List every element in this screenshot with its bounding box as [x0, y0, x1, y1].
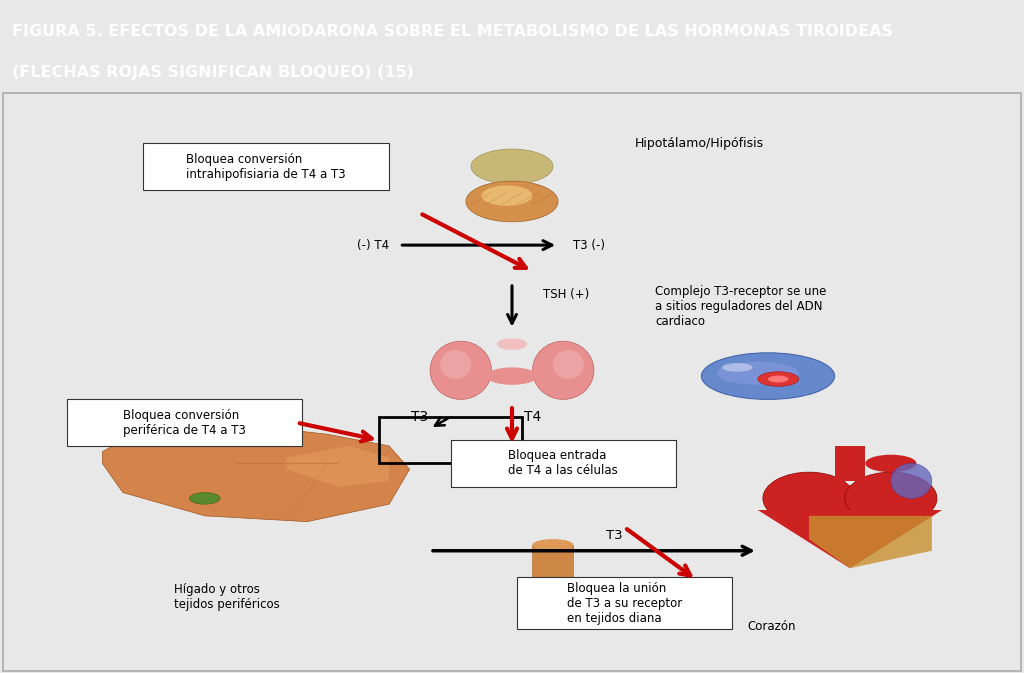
Text: (FLECHAS ROJAS SIGNIFICAN BLOQUEO) (15): (FLECHAS ROJAS SIGNIFICAN BLOQUEO) (15) — [12, 65, 414, 80]
Text: Hipotálamo/Hipófisis: Hipotálamo/Hipófisis — [635, 137, 764, 150]
Ellipse shape — [466, 181, 558, 222]
Bar — [532, 545, 573, 592]
Text: FIGURA 5. EFECTOS DE LA AMIODARONA SOBRE EL METABOLISMO DE LAS HORMONAS TIROIDEA: FIGURA 5. EFECTOS DE LA AMIODARONA SOBRE… — [12, 24, 893, 39]
Ellipse shape — [481, 186, 532, 206]
Ellipse shape — [891, 464, 932, 498]
FancyBboxPatch shape — [451, 440, 676, 487]
Text: Corazón: Corazón — [748, 620, 796, 633]
Ellipse shape — [497, 339, 527, 350]
Ellipse shape — [553, 350, 584, 379]
Bar — [835, 446, 865, 481]
Text: Bloquea la unión
de T3 a su receptor
en tejidos diana: Bloquea la unión de T3 a su receptor en … — [567, 581, 682, 625]
Text: T3: T3 — [606, 529, 623, 542]
Ellipse shape — [763, 472, 855, 524]
Ellipse shape — [189, 493, 220, 504]
Ellipse shape — [532, 539, 573, 551]
Ellipse shape — [486, 367, 538, 385]
Ellipse shape — [532, 341, 594, 399]
Text: (-) T4: (-) T4 — [357, 239, 389, 252]
Ellipse shape — [430, 341, 492, 399]
Ellipse shape — [532, 586, 573, 598]
Text: TSH (+): TSH (+) — [543, 288, 589, 301]
Text: Bloquea entrada
de T4 a las células: Bloquea entrada de T4 a las células — [508, 450, 618, 477]
Polygon shape — [102, 423, 410, 522]
Ellipse shape — [722, 363, 753, 371]
Text: Bloquea conversión
periférica de T4 a T3: Bloquea conversión periférica de T4 a T3 — [123, 409, 246, 437]
Text: T3 (-): T3 (-) — [573, 239, 605, 252]
Ellipse shape — [845, 472, 937, 524]
Ellipse shape — [701, 353, 835, 399]
Ellipse shape — [440, 350, 471, 379]
Text: T3: T3 — [412, 410, 428, 424]
Text: Bloquea conversión
intrahipofisiaria de T4 a T3: Bloquea conversión intrahipofisiaria de … — [186, 153, 346, 180]
FancyBboxPatch shape — [67, 399, 302, 446]
Polygon shape — [758, 510, 942, 568]
Text: Complejo T3-receptor se une
a sitios reguladores del ADN
cardiaco: Complejo T3-receptor se une a sitios reg… — [655, 285, 826, 328]
Ellipse shape — [471, 149, 553, 184]
Polygon shape — [287, 446, 389, 487]
Ellipse shape — [768, 376, 788, 382]
Text: Hígado y otros
tejidos periféricos: Hígado y otros tejidos periféricos — [174, 583, 280, 611]
FancyBboxPatch shape — [143, 143, 389, 190]
Ellipse shape — [758, 371, 799, 386]
Bar — [497, 166, 527, 196]
Ellipse shape — [717, 361, 799, 385]
FancyBboxPatch shape — [517, 577, 732, 629]
Ellipse shape — [865, 455, 916, 472]
Polygon shape — [809, 516, 932, 568]
Text: T4: T4 — [524, 410, 541, 424]
